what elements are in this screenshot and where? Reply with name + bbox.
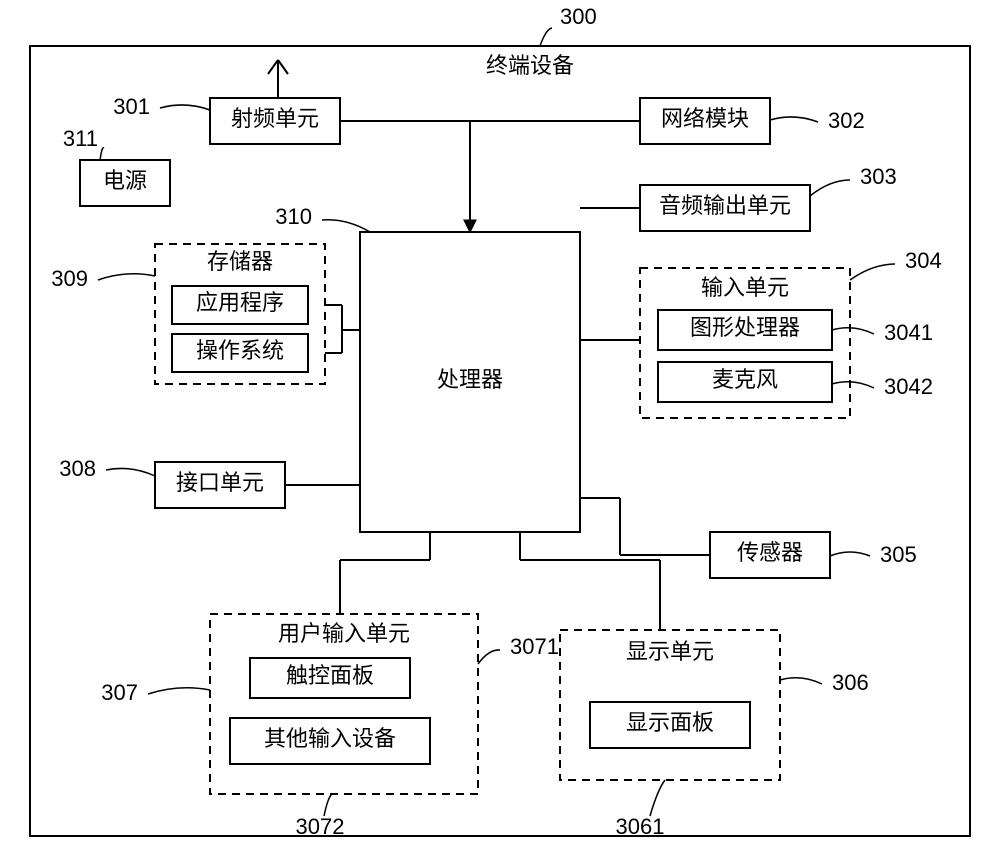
ref-307: 307 bbox=[101, 680, 138, 705]
os-box-label: 操作系统 bbox=[196, 338, 284, 363]
ref-302: 302 bbox=[828, 108, 865, 133]
interface-unit-box-label: 接口单元 bbox=[176, 470, 264, 495]
memory-box-label: 存储器 bbox=[207, 249, 273, 274]
sensor-box-label: 传感器 bbox=[737, 540, 803, 565]
ref-301: 301 bbox=[113, 94, 150, 119]
mic-box-label: 麦克风 bbox=[712, 367, 778, 392]
ref-306: 306 bbox=[832, 670, 869, 695]
input-unit-box-label: 输入单元 bbox=[701, 275, 789, 300]
ref-3071: 3071 bbox=[510, 634, 559, 659]
processor-box-label: 处理器 bbox=[437, 367, 503, 392]
ref-310: 310 bbox=[275, 204, 312, 229]
audio-output-box-label: 音频输出单元 bbox=[659, 193, 791, 218]
user-input-box-label: 用户输入单元 bbox=[278, 621, 410, 646]
ref-304: 304 bbox=[905, 248, 942, 273]
outer-title: 终端设备 bbox=[486, 53, 574, 78]
ref-3061: 3061 bbox=[616, 814, 665, 839]
ref-305: 305 bbox=[880, 542, 917, 567]
ref-3072: 3072 bbox=[296, 814, 345, 839]
ref-3042: 3042 bbox=[884, 374, 933, 399]
ref-308: 308 bbox=[59, 456, 96, 481]
network-module-box-label: 网络模块 bbox=[661, 106, 749, 131]
touch-panel-box-label: 触控面板 bbox=[286, 663, 374, 688]
ref-303: 303 bbox=[860, 164, 897, 189]
display-unit-box-label: 显示单元 bbox=[626, 639, 714, 664]
ref-309: 309 bbox=[51, 266, 88, 291]
display-panel-box-label: 显示面板 bbox=[626, 710, 714, 735]
ref-3041: 3041 bbox=[884, 320, 933, 345]
diagram-canvas: 终端设备处理器 射频单元 网络模块音频输出单元输入单元图形处理器麦克风传感器显示单元… bbox=[0, 0, 1000, 868]
gpu-box-label: 图形处理器 bbox=[690, 315, 800, 340]
ref-300: 300 bbox=[560, 4, 597, 29]
app-box-label: 应用程序 bbox=[196, 290, 284, 315]
power-box-label: 电源 bbox=[103, 168, 147, 193]
ref-311: 311 bbox=[63, 126, 98, 151]
other-input-box-label: 其他输入设备 bbox=[264, 726, 396, 751]
rf-unit-box-label: 射频单元 bbox=[231, 106, 319, 131]
